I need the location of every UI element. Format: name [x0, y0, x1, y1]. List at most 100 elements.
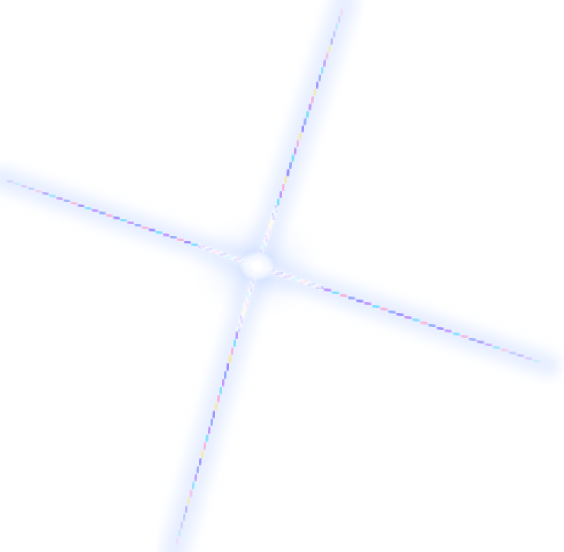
lower-right-beam-stripe	[452, 331, 461, 337]
upper-right-beam-stripe	[329, 37, 335, 46]
upper-right-beam-stripe	[282, 175, 289, 185]
upper-right-beam-stripe	[295, 139, 301, 148]
lower-left-beam-stripe	[215, 394, 222, 404]
lower-left-beam-stripe	[213, 402, 219, 411]
upper-right-beam-stripe	[297, 132, 303, 141]
upper-left-beam-stripe	[176, 237, 185, 243]
lower-left-beam	[159, 251, 272, 552]
upper-right-beam-stripe	[324, 52, 330, 60]
upper-left-beam	[0, 165, 270, 279]
upper-right-beam-stripe	[302, 117, 308, 126]
upper-right-beam-stripe	[322, 59, 328, 68]
lower-right-beam-stripe	[516, 353, 525, 358]
lower-left-beam-stripe	[190, 481, 196, 490]
lower-right-beam-stripe	[371, 303, 381, 310]
upper-left-beam-stripe	[62, 198, 71, 204]
upper-right-beam-stripe	[285, 168, 291, 178]
upper-left-beam-stripe	[13, 181, 21, 186]
lower-right-beam-stripe	[532, 358, 541, 364]
upper-left-beam-stripe	[190, 241, 199, 248]
upper-right-beam-stripe	[339, 8, 344, 17]
upper-left-beam-stripe	[91, 208, 100, 213]
upper-left-beam-stripe	[105, 213, 114, 218]
upper-right-beam-stripe	[334, 22, 340, 31]
upper-left-beam-stripe	[119, 217, 128, 223]
upper-left-beam-stripe	[140, 225, 150, 231]
upper-right-beam-stripe	[280, 182, 287, 192]
lower-left-beam-stripe	[197, 457, 203, 467]
upper-left-beam-stripe	[77, 203, 85, 209]
lower-right-beam-stripe	[524, 356, 533, 361]
upper-right-beam-stripe	[336, 15, 342, 24]
lower-left-beam-stripe	[188, 489, 194, 498]
lower-left-beam-stripe	[231, 338, 238, 348]
upper-left-beam-stripe	[55, 196, 64, 201]
lower-right-beam-stripe	[500, 347, 509, 353]
center-core-dot	[251, 260, 263, 272]
lower-right-beam-stripe	[339, 292, 349, 299]
lower-left-beam-stripe	[193, 473, 198, 482]
lower-right-beam-stripe	[484, 342, 493, 348]
lower-left-beam-stripe	[177, 528, 182, 538]
upper-left-beam-stripe	[126, 220, 135, 226]
upper-left-beam-stripe	[112, 215, 121, 221]
lower-right-beam-stripe	[411, 317, 421, 323]
upper-left-beam-stripe	[6, 179, 14, 184]
lower-right-beam-stripe	[427, 323, 437, 329]
upper-right-beam-stripe	[309, 95, 315, 104]
lower-right-beam-stripe	[323, 287, 333, 293]
upper-left-beam-stripe	[147, 227, 157, 233]
lower-left-beam-stripe	[174, 536, 180, 545]
lower-right-beam-stripe	[387, 309, 397, 315]
lower-left-beam-stripe	[227, 354, 233, 364]
lower-left-beam-stripe	[199, 449, 205, 459]
lower-right-beam-stripe	[403, 314, 413, 320]
upper-right-beam-stripe	[314, 81, 320, 90]
lower-left-beam-stripe	[222, 370, 229, 380]
lower-right-beam	[244, 253, 561, 378]
lower-left-beam-stripe	[184, 505, 189, 514]
upper-left-beam-stripe	[155, 229, 164, 236]
lower-right-beam-stripe	[444, 328, 453, 334]
lower-left-beam-stripe	[206, 425, 212, 435]
upper-right-beam-stripe	[275, 197, 282, 207]
upper-left-beam-stripe	[41, 191, 50, 196]
lower-left-beam-stripe	[186, 497, 192, 506]
upper-right-beam-stripe	[331, 30, 337, 39]
lower-left-beam-stripe	[211, 409, 217, 419]
lower-right-beam-stripe	[379, 306, 389, 312]
lower-left-beam-stripe	[229, 346, 236, 356]
upper-left-beam-stripe	[133, 222, 142, 228]
lower-right-beam-stripe	[468, 336, 477, 342]
lower-right-beam-stripe	[492, 345, 501, 350]
upper-right-beam-stripe	[277, 190, 284, 200]
lower-right-beam-stripe	[331, 289, 341, 296]
lower-left-beam-stripe	[220, 378, 226, 388]
lower-left-beam-stripe	[195, 465, 201, 475]
upper-left-beam-stripe	[34, 188, 43, 194]
lower-right-beam-stripe	[419, 320, 429, 326]
upper-left-beam-stripe	[48, 193, 57, 199]
upper-right-beam-stripe	[304, 110, 311, 119]
lower-right-beam-stripe	[476, 339, 485, 345]
upper-right-beam-stripe	[292, 146, 299, 156]
lower-right-beam-stripe	[395, 312, 405, 318]
upper-right-beam-stripe	[287, 161, 294, 170]
upper-left-beam-stripe	[70, 200, 78, 206]
lower-left-beam-stripe	[179, 521, 185, 530]
lower-right-beam-stripe	[460, 334, 469, 339]
upper-left-beam-stripe	[98, 210, 107, 216]
upper-right-beam-stripe	[307, 102, 313, 112]
upper-right-beam-stripe	[290, 153, 296, 163]
upper-left-beam-stripe	[84, 205, 92, 211]
upper-left-beam-stripe	[20, 184, 28, 189]
upper-left-beam-stripe	[183, 239, 192, 245]
lower-right-beam-stripe	[508, 350, 517, 356]
lower-right-beam-stripe	[347, 295, 357, 301]
lower-right-beam-stripe	[363, 301, 373, 307]
lower-left-beam-stripe	[234, 330, 240, 341]
lower-right-beam-stripe	[435, 325, 445, 331]
